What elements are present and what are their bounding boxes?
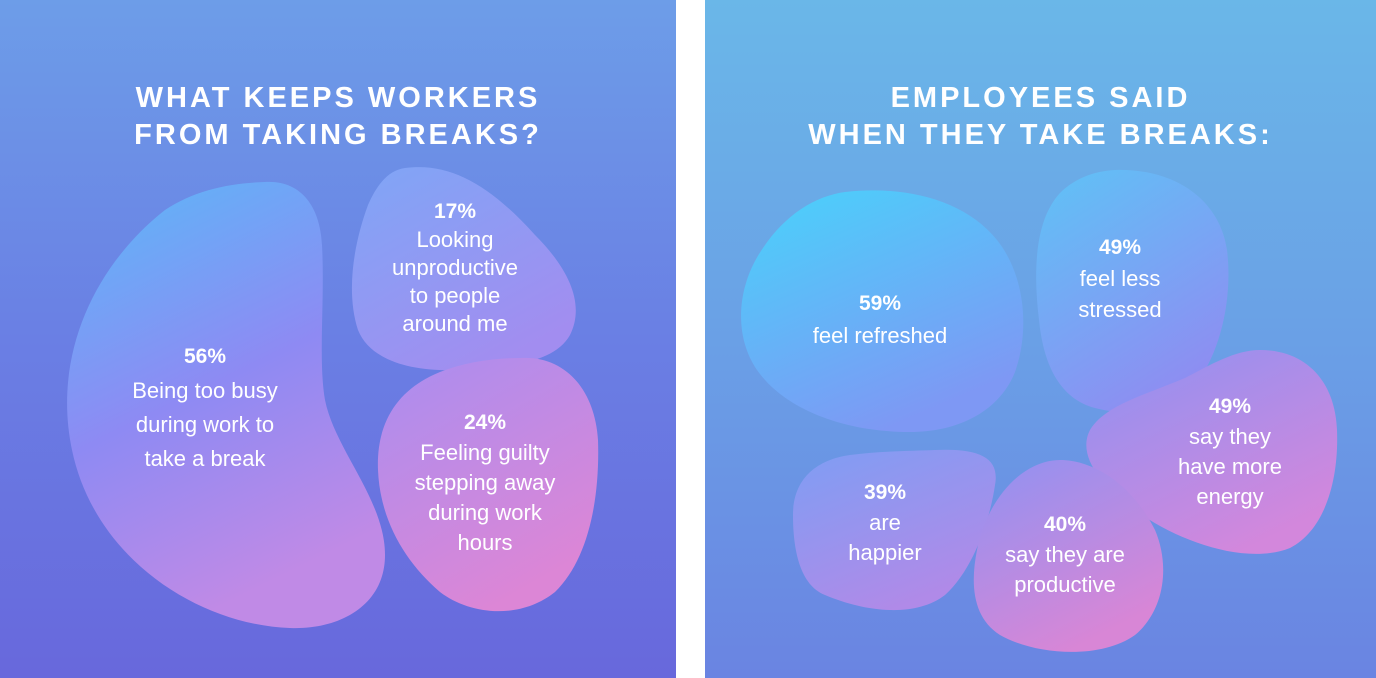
blob-graphics	[67, 167, 599, 629]
stat-percent: 49%	[1098, 236, 1142, 259]
blob-24-percent	[377, 357, 599, 612]
stat-percent: 56%	[183, 345, 227, 368]
stat-description: happier	[848, 540, 922, 565]
blob-56-percent	[67, 181, 385, 629]
blob-39-percent	[793, 449, 996, 611]
stat-39-percent: 39% are happier	[825, 478, 945, 568]
stat-49-percent-stressed: 49% feel less stressed	[1050, 232, 1190, 325]
stat-description: say they are	[1005, 542, 1125, 567]
stat-description: stressed	[1078, 297, 1162, 322]
stat-percent: 49%	[1208, 395, 1252, 418]
blob-17-percent	[351, 167, 576, 371]
stat-description: say they	[1189, 424, 1271, 449]
stat-description: to people	[409, 283, 501, 308]
stat-56-percent: 56% Being too busy during work to take a…	[100, 340, 310, 476]
panel-break-barriers: WHAT KEEPS WORKERS FROM TAKING BREAKS? 5…	[0, 0, 676, 678]
stat-17-percent: 17% Looking unproductive to people aroun…	[370, 198, 540, 338]
stat-description: productive	[1014, 572, 1116, 597]
stat-percent: 24%	[463, 411, 507, 434]
blob-49-percent-energy	[1086, 350, 1338, 554]
stat-description: unproductive	[392, 255, 518, 280]
blob-40-percent	[973, 459, 1164, 652]
stat-description: Feeling guilty	[420, 440, 550, 465]
panel-title: WHAT KEEPS WORKERS FROM TAKING BREAKS?	[0, 80, 676, 154]
stat-description: during work	[428, 500, 542, 525]
stat-description: stepping away	[414, 470, 556, 495]
stat-40-percent: 40% say they are productive	[990, 510, 1140, 600]
stat-description: around me	[402, 311, 508, 336]
stat-description: feel refreshed	[812, 323, 948, 348]
blob-59-percent	[741, 190, 1024, 432]
title-line: EMPLOYEES SAID	[890, 82, 1191, 114]
title-line: WHEN THEY TAKE BREAKS:	[808, 119, 1273, 151]
stat-description: Looking	[416, 227, 494, 252]
title-line: WHAT KEEPS WORKERS	[135, 82, 541, 114]
stat-24-percent: 24% Feeling guilty stepping away during …	[395, 408, 575, 558]
stat-percent: 17%	[433, 200, 477, 223]
stat-59-percent: 59% feel refreshed	[790, 288, 970, 352]
blob-graphics	[741, 169, 1338, 652]
panel-break-benefits: EMPLOYEES SAID WHEN THEY TAKE BREAKS: 59…	[705, 0, 1376, 678]
stat-percent: 40%	[1043, 513, 1087, 536]
stat-description: hours	[457, 530, 513, 555]
stat-description: are	[869, 510, 901, 535]
stat-description: feel less	[1079, 266, 1161, 291]
stat-description: Being too busy	[132, 378, 278, 403]
stat-49-percent-energy: 49% say they have more energy	[1155, 392, 1305, 512]
stat-percent: 59%	[858, 292, 902, 315]
stat-description: energy	[1196, 484, 1264, 509]
blob-49-percent-stressed	[1036, 169, 1229, 413]
stat-description: during work to	[135, 412, 275, 437]
stat-percent: 39%	[863, 481, 907, 504]
stat-description: have more	[1178, 454, 1282, 479]
title-line: FROM TAKING BREAKS?	[134, 119, 542, 151]
panel-title: EMPLOYEES SAID WHEN THEY TAKE BREAKS:	[705, 80, 1376, 154]
stat-description: take a break	[144, 446, 266, 471]
